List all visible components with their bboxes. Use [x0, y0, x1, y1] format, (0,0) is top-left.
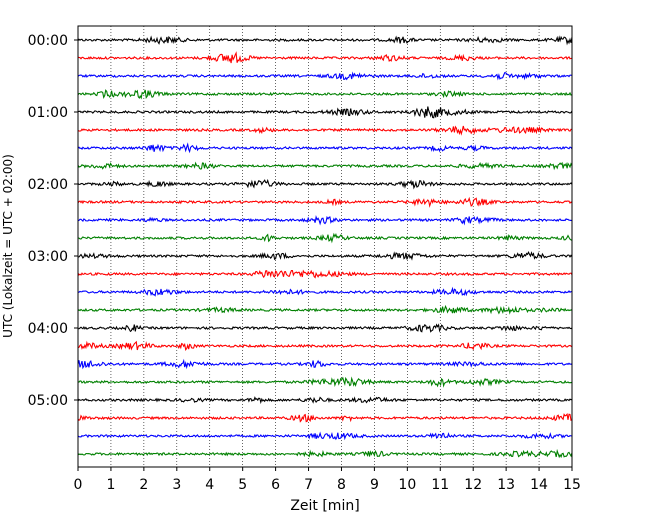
trace-line [77, 358, 573, 370]
trace-line [77, 125, 573, 136]
trace-line [77, 304, 573, 315]
trace-line [77, 196, 573, 208]
y-tick-label: 00:00 [28, 33, 68, 49]
x-tick-label: 12 [464, 477, 482, 493]
trace-line [77, 178, 573, 190]
trace-line [77, 448, 573, 459]
x-tick-label: 14 [530, 477, 548, 493]
trace-line [77, 232, 573, 244]
y-tick-label: 05:00 [28, 393, 68, 409]
x-tick-label: 2 [139, 477, 148, 493]
x-tick-label: 7 [304, 477, 313, 493]
x-axis-label: Zeit [min] [290, 498, 359, 514]
x-tick-label: 1 [106, 477, 115, 493]
trace-line [77, 413, 573, 423]
y-axis: 00:00 01:00 02:00 03:00 04:00 05:00 [28, 33, 78, 409]
trace-line [77, 250, 573, 261]
trace-line [77, 340, 573, 352]
trace-line [77, 323, 573, 333]
x-tick-label: 9 [370, 477, 379, 493]
trace-line [77, 106, 573, 119]
y-tick-label: 03:00 [28, 249, 68, 265]
trace-line [77, 51, 573, 64]
y-tick-label: 02:00 [28, 177, 68, 193]
trace-line [77, 269, 573, 279]
x-tick-label: 10 [398, 477, 416, 493]
x-tick-label: 3 [172, 477, 181, 493]
x-tick-label: 0 [74, 477, 83, 493]
trace-line [77, 286, 573, 297]
x-axis: 0 1 2 3 4 5 6 7 8 9 10 11 12 13 14 15 [74, 467, 581, 493]
trace-line [77, 376, 573, 388]
trace-line [77, 431, 573, 441]
trace-line [77, 35, 573, 46]
trace-group [77, 35, 573, 459]
y-tick-label: 01:00 [28, 105, 68, 121]
trace-line [77, 161, 573, 171]
x-tick-label: 5 [238, 477, 247, 493]
x-tick-label: 8 [337, 477, 346, 493]
trace-line [77, 215, 573, 226]
trace-line [77, 142, 573, 154]
y-tick-label: 04:00 [28, 321, 68, 337]
x-tick-label: 6 [271, 477, 280, 493]
trace-line [77, 396, 573, 405]
trace-line [77, 71, 573, 81]
x-tick-label: 4 [205, 477, 214, 493]
x-tick-label: 15 [563, 477, 581, 493]
y-axis-label: UTC (Lokalzeit = UTC + 02:00) [1, 154, 15, 338]
plot-frame [77, 25, 573, 468]
trace-line [77, 89, 573, 100]
x-tick-label: 13 [497, 477, 515, 493]
x-tick-label: 11 [431, 477, 449, 493]
